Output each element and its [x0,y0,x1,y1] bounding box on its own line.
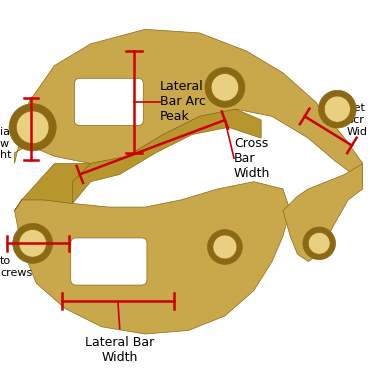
Circle shape [208,229,242,265]
Circle shape [213,235,237,259]
Circle shape [205,67,245,107]
Circle shape [16,111,49,144]
Circle shape [324,96,350,122]
Polygon shape [14,164,91,211]
Circle shape [211,74,239,101]
FancyBboxPatch shape [74,78,143,125]
Text: Lateral
Bar Arc
Peak: Lateral Bar Arc Peak [159,80,205,123]
Polygon shape [14,182,290,334]
Text: Lateral Bar
Width: Lateral Bar Width [85,336,154,364]
Text: ial
w
ht: ial w ht [0,127,13,160]
Circle shape [303,227,336,260]
Circle shape [9,104,56,151]
FancyBboxPatch shape [71,238,147,285]
Polygon shape [73,109,261,204]
Circle shape [13,223,53,263]
Polygon shape [14,29,363,182]
Polygon shape [283,164,363,262]
Text: Cross
Bar
Width: Cross Bar Width [234,137,270,179]
Circle shape [308,232,330,254]
Circle shape [319,90,356,128]
Text: to
crews: to crews [0,256,32,278]
Circle shape [19,229,46,257]
Text: Bet
Scr
Wid: Bet Scr Wid [346,104,367,137]
